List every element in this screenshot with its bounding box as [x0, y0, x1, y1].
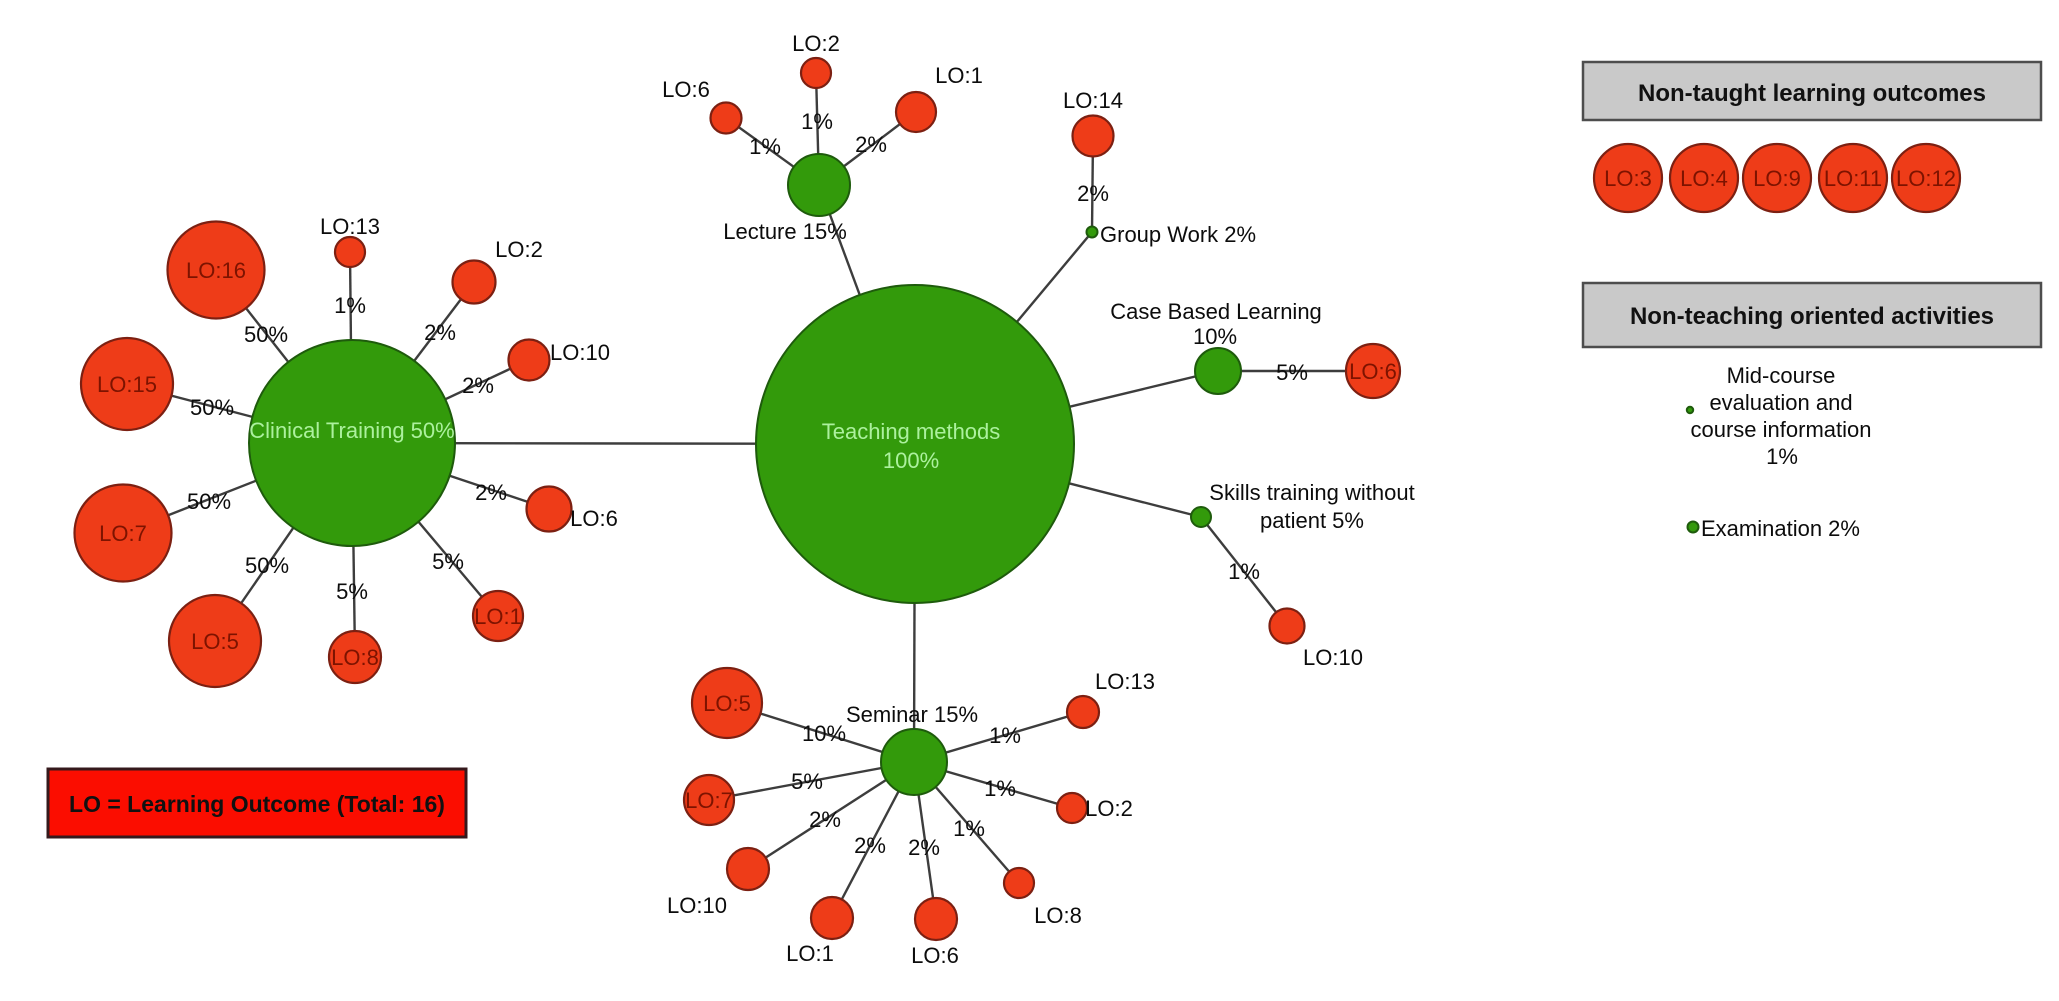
svg-text:Non-taught learning outcomes: Non-taught learning outcomes [1638, 80, 1986, 107]
svg-text:1%: 1% [749, 134, 781, 159]
svg-text:LO:4: LO:4 [1680, 166, 1728, 191]
svg-text:LO:13: LO:13 [320, 214, 380, 239]
svg-text:LO:6: LO:6 [1349, 359, 1397, 384]
svg-text:2%: 2% [854, 833, 886, 858]
svg-text:2%: 2% [809, 807, 841, 832]
svg-text:2%: 2% [475, 480, 507, 505]
svg-text:Skills training without: Skills training without [1209, 480, 1414, 505]
svg-text:LO:14: LO:14 [1063, 88, 1123, 113]
svg-text:2%: 2% [908, 835, 940, 860]
svg-text:1%: 1% [1766, 444, 1798, 469]
svg-text:LO:2: LO:2 [495, 237, 543, 262]
svg-text:course information: course information [1691, 417, 1872, 442]
svg-text:LO:11: LO:11 [1824, 166, 1882, 191]
svg-text:50%: 50% [187, 489, 231, 514]
svg-text:Non-teaching oriented activiti: Non-teaching oriented activities [1630, 303, 1994, 330]
svg-text:LO:2: LO:2 [792, 31, 840, 56]
svg-text:5%: 5% [1276, 360, 1308, 385]
svg-text:LO:2: LO:2 [1085, 796, 1133, 821]
svg-text:LO:13: LO:13 [1095, 669, 1155, 694]
svg-text:Clinical Training 50%: Clinical Training 50% [249, 418, 454, 443]
svg-text:patient 5%: patient 5% [1260, 508, 1364, 533]
svg-text:LO:3: LO:3 [1604, 166, 1652, 191]
svg-text:LO:10: LO:10 [1303, 645, 1363, 670]
svg-text:LO:8: LO:8 [331, 645, 379, 670]
svg-text:1%: 1% [1228, 559, 1260, 584]
svg-text:Group Work 2%: Group Work 2% [1100, 222, 1256, 247]
svg-text:Examination 2%: Examination 2% [1701, 516, 1860, 541]
svg-text:LO:7: LO:7 [685, 788, 733, 813]
svg-text:LO:1: LO:1 [474, 604, 522, 629]
svg-text:1%: 1% [334, 293, 366, 318]
svg-text:LO:8: LO:8 [1034, 903, 1082, 928]
svg-text:1%: 1% [801, 109, 833, 134]
svg-text:LO:12: LO:12 [1896, 166, 1956, 191]
svg-text:LO:7: LO:7 [99, 521, 147, 546]
svg-text:1%: 1% [984, 776, 1016, 801]
svg-text:1%: 1% [953, 816, 985, 841]
svg-text:50%: 50% [190, 395, 234, 420]
svg-text:Mid-course: Mid-course [1727, 363, 1836, 388]
svg-text:LO:1: LO:1 [786, 941, 834, 966]
svg-text:LO:10: LO:10 [667, 893, 727, 918]
svg-text:LO:5: LO:5 [703, 691, 751, 716]
svg-text:50%: 50% [244, 322, 288, 347]
svg-text:10%: 10% [1193, 324, 1237, 349]
svg-text:LO:6: LO:6 [911, 943, 959, 968]
svg-text:2%: 2% [462, 373, 494, 398]
svg-text:50%: 50% [245, 553, 289, 578]
svg-text:5%: 5% [432, 549, 464, 574]
svg-text:10%: 10% [802, 721, 846, 746]
svg-text:1%: 1% [989, 723, 1021, 748]
svg-text:100%: 100% [883, 448, 939, 473]
svg-text:LO:15: LO:15 [97, 372, 157, 397]
svg-text:2%: 2% [855, 132, 887, 157]
svg-text:Seminar 15%: Seminar 15% [846, 702, 978, 727]
svg-text:Case Based Learning: Case Based Learning [1110, 299, 1322, 324]
svg-text:LO:5: LO:5 [191, 629, 239, 654]
svg-text:LO = Learning Outcome (Total:: LO = Learning Outcome (Total: 16) [69, 791, 445, 817]
svg-text:2%: 2% [424, 320, 456, 345]
svg-text:5%: 5% [336, 579, 368, 604]
svg-text:Teaching methods: Teaching methods [822, 419, 1001, 444]
svg-text:LO:6: LO:6 [662, 77, 710, 102]
svg-text:LO:1: LO:1 [935, 63, 983, 88]
svg-text:Lecture 15%: Lecture 15% [723, 219, 847, 244]
svg-text:5%: 5% [791, 769, 823, 794]
svg-text:LO:6: LO:6 [570, 506, 618, 531]
svg-text:evaluation and: evaluation and [1709, 390, 1852, 415]
svg-text:LO:16: LO:16 [186, 258, 246, 283]
svg-text:LO:9: LO:9 [1753, 166, 1801, 191]
svg-text:LO:10: LO:10 [550, 340, 610, 365]
svg-text:2%: 2% [1077, 181, 1109, 206]
